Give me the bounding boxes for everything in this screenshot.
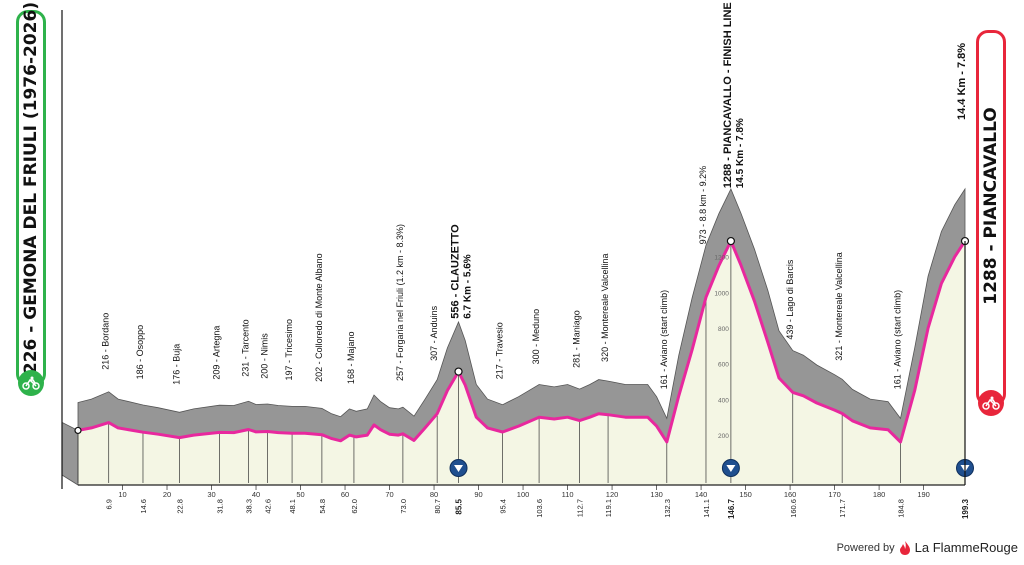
km-label: 103.6: [535, 499, 544, 518]
distance-tick-label: 150: [739, 490, 752, 499]
distance-tick-label: 190: [917, 490, 930, 499]
brand-name: La FlammeRouge: [914, 540, 1018, 555]
powered-by-text: Powered by: [836, 541, 895, 554]
waypoint-label: 217 - Travesio: [495, 322, 505, 379]
distance-tick-label: 160: [784, 490, 797, 499]
finish-label: 1288 - PIANCAVALLO: [981, 107, 1001, 305]
distance-tick-label: 20: [163, 490, 171, 499]
summit-point: [454, 367, 463, 376]
distance-tick-label: 170: [828, 490, 841, 499]
distance-tick-label: 80: [430, 490, 438, 499]
waypoint-label: 320 - Montereale Valcellina: [600, 254, 610, 362]
km-label: 112.7: [576, 499, 585, 517]
waypoint-label: 231 - Tarcento: [240, 319, 250, 376]
altitude-tick-label: 200: [718, 433, 729, 440]
waypoint-label: 439 - Lago di Barcis: [785, 259, 795, 340]
km-label: 62.0: [350, 499, 359, 514]
distance-tick-label: 90: [474, 490, 482, 499]
distance-tick-label: 140: [695, 490, 708, 499]
km-label: 42.6: [264, 499, 273, 514]
distance-tick-label: 60: [341, 490, 349, 499]
altitude-tick-label: 800: [718, 326, 729, 333]
km-label: 141.1: [702, 499, 711, 518]
distance-tick-label: 40: [252, 490, 260, 499]
waypoint-label: 307 - Anduins: [429, 305, 439, 361]
kom-marker-arrow: [454, 465, 464, 472]
km-label: 54.8: [318, 499, 327, 514]
km-label: 80.7: [433, 499, 442, 514]
altitude-tick-label: 1000: [714, 290, 729, 297]
bicycle-icon: [18, 370, 44, 396]
waypoint-label: 257 - Forgaria nel Friuli (1.2 km - 8.3%…: [395, 224, 405, 381]
distance-tick-label: 120: [606, 490, 619, 499]
distance-tick-label: 100: [517, 490, 530, 499]
altitude-tick-label: 1200: [714, 255, 729, 262]
waypoint-label: 321 - Montereale Valcellina: [834, 252, 844, 360]
km-label: 22.8: [175, 499, 184, 514]
valley-fill: [78, 241, 965, 485]
km-label: 132.3: [663, 499, 672, 518]
altitude-tick-label: 400: [718, 397, 729, 404]
credit: Powered by La FlammeRouge: [837, 540, 1018, 555]
km-label: 146.7: [727, 498, 736, 519]
km-label: 73.0: [399, 499, 408, 514]
km-label: 199.3: [961, 498, 970, 519]
waypoint-label: 973 - 8.8 km - 9.2%: [698, 166, 708, 245]
km-label: 48.1: [288, 499, 297, 514]
climb-stats-label: 6.7 Km - 5.6%: [463, 254, 474, 319]
waypoint-label: 300 - Meduno: [531, 309, 541, 365]
waypoint-label: 209 - Artegna: [212, 326, 222, 380]
start-banner: 226 - GEMONA DEL FRIULI (1976-2026): [16, 2, 46, 396]
waypoint-label: 556 - CLAUZETTO: [450, 224, 462, 319]
km-label: 38.3: [244, 499, 253, 514]
km-label: 171.7: [838, 499, 847, 518]
waypoint-label: 202 - Colloredo di Monte Albano: [314, 253, 324, 382]
flame-logo-icon: [899, 540, 910, 555]
climb-stats-label: 14.5 Km - 7.8%: [735, 118, 746, 188]
start-point: [74, 426, 82, 435]
distance-tick-label: 70: [385, 490, 393, 499]
distance-tick-label: 110: [562, 490, 574, 499]
finish-banner: 1288 - PIANCAVALLO: [976, 30, 1006, 416]
altitude-tick-label: 600: [718, 362, 729, 369]
waypoint-label: 197 - Tricesimo: [284, 319, 294, 381]
km-label: 119.1: [604, 499, 613, 517]
waypoint-label: 176 - Buja: [171, 344, 181, 385]
bicycle-icon: [978, 390, 1004, 416]
mountain-band: [77, 187, 966, 443]
waypoint-label: 1288 - PIANCAVALLO - FINISH LINE: [722, 2, 734, 188]
km-label: 14.6: [139, 499, 148, 514]
distance-tick-label: 180: [873, 490, 886, 499]
waypoint-label: 200 - Nimis: [260, 333, 270, 379]
distance-tick-label: 10: [118, 490, 126, 499]
waypoint-label: 168 - Majano: [346, 332, 356, 385]
distance-tick-label: 130: [650, 490, 663, 499]
route-line: [76, 239, 967, 444]
waypoint-label: 14.4 Km - 7.8%: [956, 43, 968, 120]
summit-point: [726, 236, 735, 246]
km-label: 184.8: [896, 499, 905, 518]
waypoint-label: 161 - Aviano (start climb): [659, 290, 669, 389]
km-label: 6.9: [105, 499, 114, 509]
km-label: 160.6: [789, 499, 798, 518]
waypoint-label: 216 - Bordano: [101, 313, 111, 370]
km-label: 95.4: [499, 499, 508, 514]
waypoint-label: 281 - Maniago: [572, 310, 582, 368]
distance-tick-label: 50: [296, 490, 304, 499]
waypoint-label: 161 - Aviano (start climb): [892, 290, 902, 389]
kom-marker-arrow: [726, 465, 736, 472]
km-label: 85.5: [455, 498, 464, 514]
km-label: 31.8: [216, 499, 225, 514]
start-label: 226 - GEMONA DEL FRIULI (1976-2026): [21, 1, 41, 375]
waypoint-label: 186 - Osoppo: [135, 325, 145, 380]
distance-tick-label: 30: [207, 490, 215, 499]
